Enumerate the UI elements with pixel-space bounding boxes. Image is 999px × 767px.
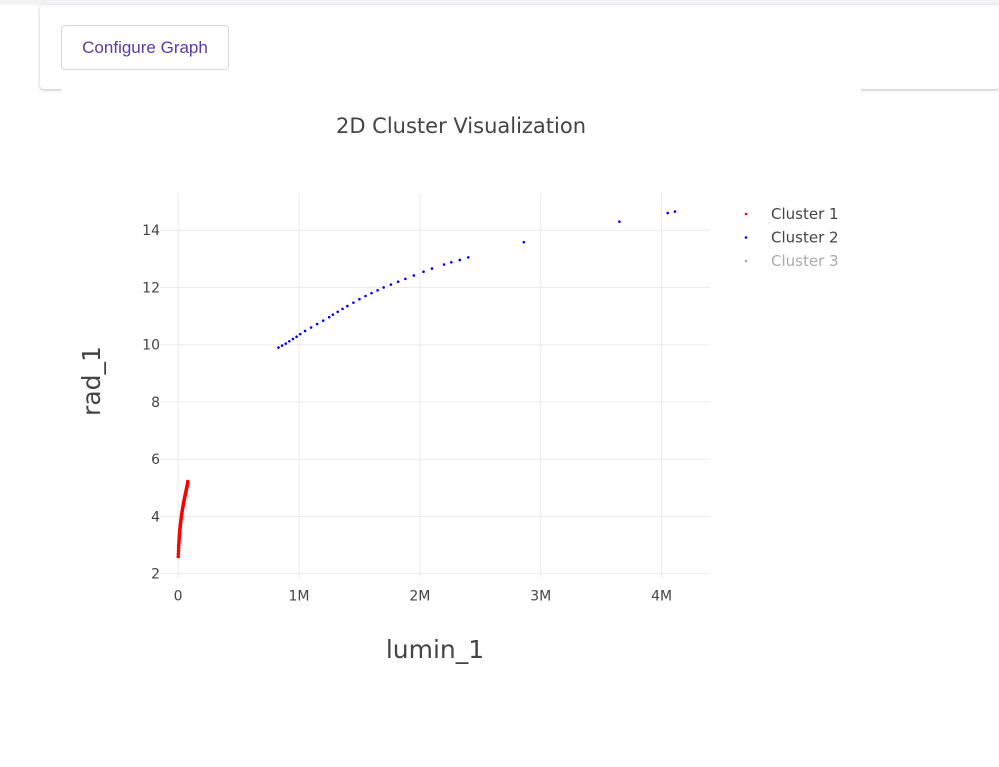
data-point <box>288 339 291 343</box>
data-point <box>404 277 407 281</box>
data-point <box>412 274 416 277</box>
top-strip <box>0 0 999 5</box>
data-point <box>618 220 621 223</box>
data-point <box>389 283 393 286</box>
legend-label: Cluster 3 <box>771 252 839 270</box>
data-point <box>382 286 385 289</box>
legend: Cluster 1 Cluster 2 Cluster 3 <box>744 205 839 270</box>
data-point <box>176 554 181 559</box>
data-point <box>666 211 669 215</box>
x-tick-label: 2M <box>409 588 430 604</box>
data-point <box>336 310 339 314</box>
legend-item[interactable]: Cluster 1 <box>744 205 839 223</box>
data-point <box>458 258 462 262</box>
configure-graph-button[interactable]: Configure Graph <box>61 25 229 70</box>
y-tick-label: 8 <box>151 395 160 411</box>
data-point <box>291 337 295 341</box>
x-tick-labels: 0 1M 2M 3M 4M <box>174 588 672 604</box>
data-point <box>522 240 526 244</box>
data-point <box>364 294 367 298</box>
legend-label: Cluster 1 <box>771 205 839 223</box>
data-point <box>303 329 307 333</box>
data-point <box>341 307 344 311</box>
x-tick-label: 1M <box>289 588 310 604</box>
data-point <box>442 263 446 266</box>
data-point <box>358 297 361 301</box>
y-tick-label: 6 <box>151 452 160 468</box>
y-axis-label: rad_1 <box>77 346 106 416</box>
data-point <box>430 267 434 270</box>
x-tick-label: 3M <box>530 588 551 604</box>
legend-marker <box>744 259 748 263</box>
data-point <box>315 322 319 326</box>
data-point <box>309 326 313 329</box>
legend-item[interactable]: Cluster 2 <box>744 229 839 247</box>
y-tick-labels: 2 4 6 8 10 12 14 <box>142 223 160 582</box>
legend-marker <box>744 236 748 239</box>
data-point <box>370 291 373 295</box>
x-tick-label: 0 <box>174 588 183 604</box>
data-point <box>327 315 331 319</box>
y-tick-label: 4 <box>151 509 160 525</box>
x-axis-label: lumin_1 <box>386 635 484 664</box>
data-point <box>284 342 288 345</box>
data-point <box>176 549 181 553</box>
data-point <box>396 280 400 284</box>
legend-label: Cluster 2 <box>771 229 839 247</box>
data-point <box>346 304 349 308</box>
data-point <box>450 260 453 264</box>
x-tick-label: 4M <box>651 588 672 604</box>
legend-marker <box>744 212 748 216</box>
data-point <box>466 256 470 259</box>
data-point <box>280 344 284 347</box>
y-tick-label: 2 <box>151 567 160 583</box>
grid-lines <box>160 193 710 578</box>
data-point <box>277 346 280 349</box>
data-point <box>176 551 181 556</box>
y-tick-label: 12 <box>142 280 160 296</box>
data-point <box>186 479 190 484</box>
data-point <box>422 270 425 274</box>
data-point <box>321 319 325 322</box>
legend-item[interactable]: Cluster 3 <box>744 252 839 270</box>
data-point <box>376 289 379 292</box>
data-points <box>176 210 677 559</box>
data-point <box>298 332 302 336</box>
y-tick-label: 10 <box>142 338 160 354</box>
data-point <box>295 335 298 338</box>
card-edge-mask <box>61 86 861 94</box>
y-tick-label: 14 <box>142 223 160 239</box>
chart-title: 2D Cluster Visualization <box>336 114 586 138</box>
data-point <box>331 313 335 316</box>
data-point <box>673 210 677 213</box>
data-point <box>352 301 355 304</box>
